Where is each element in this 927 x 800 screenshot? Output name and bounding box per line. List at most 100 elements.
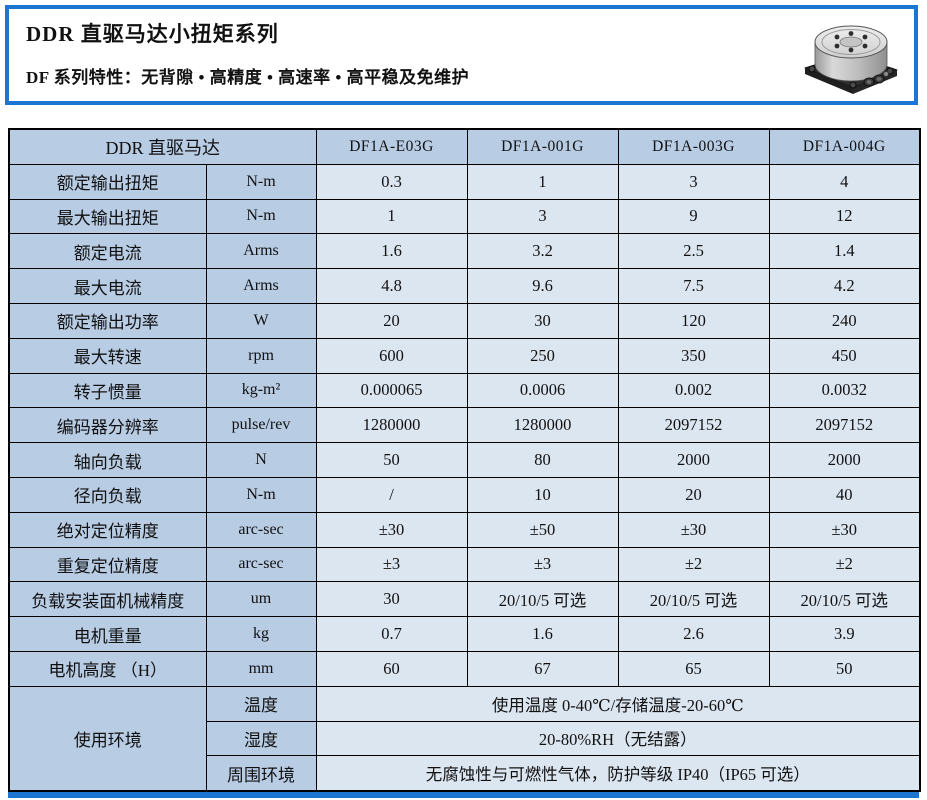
spec-row: 编码器分辨率 pulse/rev 1280000 1280000 2097152 2097… xyxy=(8,407,921,444)
environment-group-label: 使用环境 xyxy=(8,685,207,792)
spec-row-unit: N xyxy=(205,442,317,478)
spec-value: 20/10/5 可选 xyxy=(466,581,619,618)
environment-row-label: 湿度 xyxy=(205,720,317,757)
spec-row-unit: kg xyxy=(205,616,317,652)
spec-row-label: 转子惯量 xyxy=(8,372,207,409)
spec-value: 0.0032 xyxy=(768,372,921,409)
spec-row-label: 最大输出扭矩 xyxy=(8,198,207,235)
environment-row-value: 无腐蚀性与可燃性气体，防护等级 IP40（IP65 可选） xyxy=(315,755,921,792)
spec-row-unit: arc-sec xyxy=(205,546,317,583)
spec-row-label: 额定电流 xyxy=(8,233,207,270)
spec-value: 2000 xyxy=(617,442,770,478)
spec-value: ±2 xyxy=(617,546,770,583)
spec-row-label: 编码器分辨率 xyxy=(8,407,207,444)
spec-row-unit: mm xyxy=(205,650,317,687)
spec-row-label: 绝对定位精度 xyxy=(8,511,207,548)
table-corner-label: DDR 直驱马达 xyxy=(8,128,317,165)
spec-value: 0.0006 xyxy=(466,372,619,409)
environment-row-value: 20-80%RH（无结露） xyxy=(315,720,921,757)
spec-value: 9.6 xyxy=(466,268,619,304)
spec-row-label: 电机高度 （H） xyxy=(8,650,207,687)
spec-value: 450 xyxy=(768,337,921,374)
spec-value: ±30 xyxy=(315,511,468,548)
spec-value: ±30 xyxy=(768,511,921,548)
spec-value: 20 xyxy=(315,302,468,339)
page-title: DDR 直驱马达小扭矩系列 xyxy=(26,22,279,46)
table-bottom-accent-bar xyxy=(8,792,919,799)
spec-value: 0.000065 xyxy=(315,372,468,409)
spec-value: 2097152 xyxy=(768,407,921,444)
spec-table-wrap: DDR 直驱马达 DF1A-E03G DF1A-001G DF1A-003G DF1A-… xyxy=(8,128,922,799)
spec-row: 额定输出功率 W 20 30 120 240 xyxy=(8,302,921,339)
model-column-header: DF1A-E03G xyxy=(315,128,468,165)
spec-row: 最大输出扭矩 N-m 1 3 9 12 xyxy=(8,198,921,235)
spec-value: 4.2 xyxy=(768,268,921,304)
spec-row-label: 重复定位精度 xyxy=(8,546,207,583)
spec-value: 40 xyxy=(768,476,921,513)
spec-row-label: 最大电流 xyxy=(8,268,207,304)
spec-value: 1 xyxy=(315,198,468,235)
spec-row-unit: pulse/rev xyxy=(205,407,317,444)
spec-value: 250 xyxy=(466,337,619,374)
spec-value: 4 xyxy=(768,163,921,200)
spec-row: 电机重量 kg 0.7 1.6 2.6 3.9 xyxy=(8,616,921,652)
spec-value: 80 xyxy=(466,442,619,478)
spec-row: 最大转速 rpm 600 250 350 450 xyxy=(8,337,921,374)
spec-row-unit: N-m xyxy=(205,476,317,513)
spec-value: 3.2 xyxy=(466,233,619,270)
spec-value: ±50 xyxy=(466,511,619,548)
spec-table-body: 额定输出扭矩 N-m 0.3 1 3 4 最大输出扭矩 N-m 1 3 9 12 额定电流 Arms 1.6… xyxy=(8,163,921,792)
spec-value: 30 xyxy=(466,302,619,339)
environment-row: 湿度 20-80%RH（无结露） xyxy=(9,720,921,757)
spec-table-head: DDR 直驱马达 DF1A-E03G DF1A-001G DF1A-003G DF1A-… xyxy=(8,128,921,165)
spec-value: 3 xyxy=(466,198,619,235)
spec-value: 67 xyxy=(466,650,619,687)
spec-value: ±2 xyxy=(768,546,921,583)
spec-value: 3 xyxy=(617,163,770,200)
spec-value: 60 xyxy=(315,650,468,687)
spec-value: / xyxy=(315,476,468,513)
motor-render-svg xyxy=(804,25,898,94)
spec-value: 4.8 xyxy=(315,268,468,304)
environment-row-label: 周围环境 xyxy=(205,755,317,792)
spec-value: 7.5 xyxy=(617,268,770,304)
spec-value: 20 xyxy=(617,476,770,513)
spec-row: 径向负载 N-m/10 20 40 xyxy=(8,476,921,513)
spec-value: 20/10/5 可选 xyxy=(617,581,770,618)
model-column-header: DF1A-004G xyxy=(768,128,921,165)
spec-row: 绝对定位精度 arc-sec ±30 ±50 ±30 ±30 xyxy=(8,511,921,548)
spec-value: 600 xyxy=(315,337,468,374)
spec-value: 65 xyxy=(617,650,770,687)
spec-row-unit: arc-sec xyxy=(205,511,317,548)
spec-value: 2000 xyxy=(768,442,921,478)
spec-value: 12 xyxy=(768,198,921,235)
spec-row-unit: kg-m² xyxy=(205,372,317,409)
spec-row-label: 额定输出扭矩 xyxy=(8,163,207,200)
environment-row-label: 温度 xyxy=(205,685,317,722)
spec-value: 9 xyxy=(617,198,770,235)
spec-row: 轴向负载 N 50 80 2000 2000 xyxy=(8,442,921,478)
spec-value: 10 xyxy=(466,476,619,513)
spec-value: 2.5 xyxy=(617,233,770,270)
spec-row-unit: N-m xyxy=(205,198,317,235)
spec-row-unit: rpm xyxy=(205,337,317,374)
spec-row: 转子惯量 kg-m² 0.000065 0.0006 0.002 0.0032 xyxy=(8,372,921,409)
spec-value: ±30 xyxy=(617,511,770,548)
spec-row-unit: um xyxy=(205,581,317,618)
spec-row: 额定电流 Arms 1.6 3.2 2.5 1.4 xyxy=(8,233,921,270)
spec-row-label: 径向负载 xyxy=(8,476,207,513)
spec-row-unit: N-m xyxy=(205,163,317,200)
series-features-subtitle: DF 系列特性：无背隙 • 高精度 • 高速率 • 高平稳及免维护 xyxy=(26,68,470,87)
header-banner: DDR 直驱马达小扭矩系列 DF 系列特性：无背隙 • 高精度 • 高速率 • … xyxy=(5,5,918,105)
spec-value: 50 xyxy=(315,442,468,478)
spec-value: 1280000 xyxy=(466,407,619,444)
spec-row-unit: Arms xyxy=(205,268,317,304)
spec-row-label: 额定输出功率 xyxy=(8,302,207,339)
spec-row-label: 电机重量 xyxy=(8,616,207,652)
spec-row: 最大电流 Arms 4.8 9.6 7.5 4.2 xyxy=(8,268,921,304)
spec-value: 1.6 xyxy=(466,616,619,652)
model-column-header: DF1A-001G xyxy=(466,128,619,165)
spec-value: 240 xyxy=(768,302,921,339)
spec-value: 0.002 xyxy=(617,372,770,409)
spec-table: DDR 直驱马达 DF1A-E03G DF1A-001G DF1A-003G DF1A-… xyxy=(8,128,922,793)
